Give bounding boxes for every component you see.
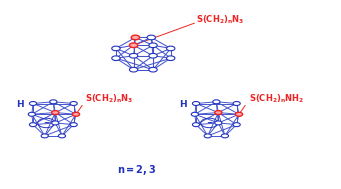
Circle shape [112, 56, 120, 60]
Text: $\mathbf{H}$: $\mathbf{H}$ [179, 98, 188, 109]
Circle shape [147, 35, 155, 40]
Circle shape [204, 134, 211, 138]
Circle shape [149, 67, 157, 72]
Text: $\mathbf{H}$: $\mathbf{H}$ [16, 98, 25, 109]
Circle shape [235, 112, 242, 116]
Circle shape [52, 111, 59, 115]
Circle shape [192, 101, 199, 105]
Text: $\mathbf{S(CH_2)_nN_3}$: $\mathbf{S(CH_2)_nN_3}$ [196, 13, 244, 26]
Text: −: − [43, 119, 49, 127]
Circle shape [28, 112, 35, 116]
Circle shape [131, 35, 139, 40]
Circle shape [52, 121, 59, 125]
Circle shape [130, 53, 138, 58]
Circle shape [233, 101, 240, 105]
Circle shape [192, 123, 199, 127]
Circle shape [166, 46, 175, 51]
Circle shape [72, 112, 79, 116]
Circle shape [213, 100, 220, 104]
Text: $\mathbf{S(CH_2)_nN_3}$: $\mathbf{S(CH_2)_nN_3}$ [86, 92, 134, 105]
Circle shape [215, 111, 222, 115]
Circle shape [112, 46, 120, 51]
Circle shape [130, 43, 138, 48]
Circle shape [58, 134, 65, 138]
Circle shape [130, 67, 138, 72]
Circle shape [70, 101, 77, 105]
Circle shape [50, 100, 57, 104]
Circle shape [29, 123, 36, 127]
Circle shape [41, 134, 48, 138]
Circle shape [191, 112, 198, 116]
Circle shape [149, 43, 157, 48]
Text: $\mathbf{n = 2,3}$: $\mathbf{n = 2,3}$ [117, 163, 156, 177]
Circle shape [166, 56, 175, 60]
Text: $\mathbf{S(CH_2)_nNH_2}$: $\mathbf{S(CH_2)_nNH_2}$ [249, 92, 304, 105]
Text: −: − [206, 119, 212, 127]
Circle shape [29, 101, 36, 105]
Circle shape [221, 134, 228, 138]
Circle shape [233, 123, 240, 127]
Circle shape [149, 53, 157, 58]
Circle shape [215, 121, 222, 125]
Circle shape [70, 123, 77, 127]
